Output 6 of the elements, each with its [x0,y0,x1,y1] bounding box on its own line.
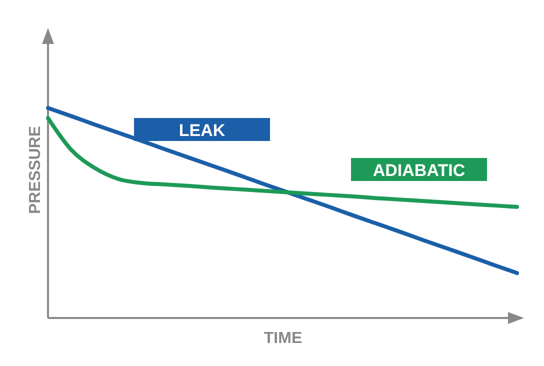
series-label: LEAK [178,121,226,140]
x-axis-title: TIME [264,330,302,347]
series-label: ADIABATIC [372,161,466,180]
y-axis-title: PRESSURE [27,126,44,214]
name-tag: ADIABATIC [351,158,487,181]
name-tag: LEAK [134,118,270,141]
